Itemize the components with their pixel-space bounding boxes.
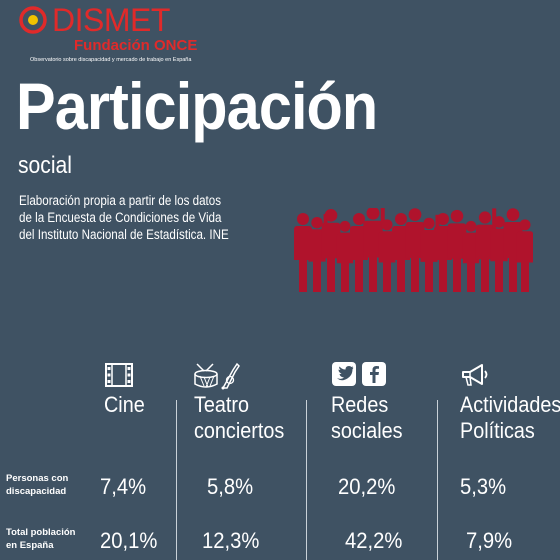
- column-divider: [306, 400, 307, 560]
- person-silhouette: [405, 208, 425, 292]
- value-cine-total: 20,1%: [100, 528, 158, 553]
- category-label-line: sociales: [331, 418, 403, 443]
- value-actividades-total: 7,9%: [466, 528, 513, 553]
- column-divider: [437, 400, 438, 560]
- twitter-icon: [332, 362, 356, 386]
- value-redes-discapacidad: 20,2%: [338, 474, 396, 499]
- category-label-line: conciertos: [194, 418, 285, 443]
- drum-trumpet-icon: [194, 362, 240, 390]
- category-label-actividades: Actividades Políticas: [460, 392, 560, 444]
- page-title: Participación: [16, 69, 378, 143]
- logo-foundation: Fundación ONCE: [74, 37, 198, 54]
- row-label-total: Total población en España: [6, 526, 96, 552]
- dismet-logo-mark: [19, 6, 47, 34]
- value-cine-discapacidad: 7,4%: [100, 474, 147, 499]
- category-label-teatro: Teatro conciertos: [194, 392, 284, 444]
- person-silhouette: [434, 213, 452, 292]
- person-silhouette: [294, 213, 312, 292]
- category-label-line: Teatro: [194, 392, 250, 417]
- person-silhouette: [420, 214, 440, 292]
- row-label-line: Personas con: [6, 473, 69, 484]
- person-silhouette: [462, 220, 480, 292]
- person-silhouette: [516, 219, 533, 292]
- source-line: del Instituto Nacional de Estadística. I…: [19, 227, 229, 242]
- category-label-redes: Redes sociales: [331, 392, 403, 444]
- person-silhouette: [447, 209, 467, 292]
- row-label-line: en España: [6, 540, 54, 551]
- row-label-line: Total población: [6, 527, 76, 538]
- source-line: de la Encuesta de Condiciones de Vida: [19, 210, 222, 225]
- source-line: Elaboración propia a partir de los datos: [19, 193, 222, 208]
- row-label-line: discapacidad: [6, 486, 67, 497]
- category-label-cine: Cine: [104, 392, 145, 418]
- value-teatro-total: 12,3%: [202, 528, 260, 553]
- category-label-line: Cine: [104, 392, 145, 417]
- value-redes-total: 42,2%: [345, 528, 403, 553]
- value-actividades-discapacidad: 5,3%: [460, 474, 507, 499]
- person-silhouette: [363, 208, 385, 292]
- megaphone-icon: [462, 364, 488, 386]
- source-note: Elaboración propia a partir de los datos…: [19, 192, 277, 243]
- person-silhouette: [378, 219, 396, 292]
- person-silhouette: [490, 216, 508, 292]
- logo-name: DISMET: [52, 2, 170, 38]
- crowd-silhouette-illustration: [294, 208, 533, 292]
- dismet-logo: DISMET Fundación ONCE Observatorio sobre…: [18, 2, 218, 64]
- category-label-line: Políticas: [460, 418, 535, 443]
- person-silhouette: [321, 209, 341, 292]
- film-icon: [105, 363, 133, 387]
- row-label-discapacidad: Personas con discapacidad: [6, 472, 96, 498]
- column-divider: [176, 400, 177, 560]
- facebook-icon: [362, 362, 386, 386]
- page-subtitle: social: [18, 152, 72, 179]
- person-silhouette: [336, 220, 354, 292]
- category-label-line: Redes: [331, 392, 389, 417]
- logo-tagline: Observatorio sobre discapacidad y mercad…: [30, 57, 192, 63]
- value-teatro-discapacidad: 5,8%: [207, 474, 254, 499]
- category-label-line: Actividades: [460, 392, 560, 417]
